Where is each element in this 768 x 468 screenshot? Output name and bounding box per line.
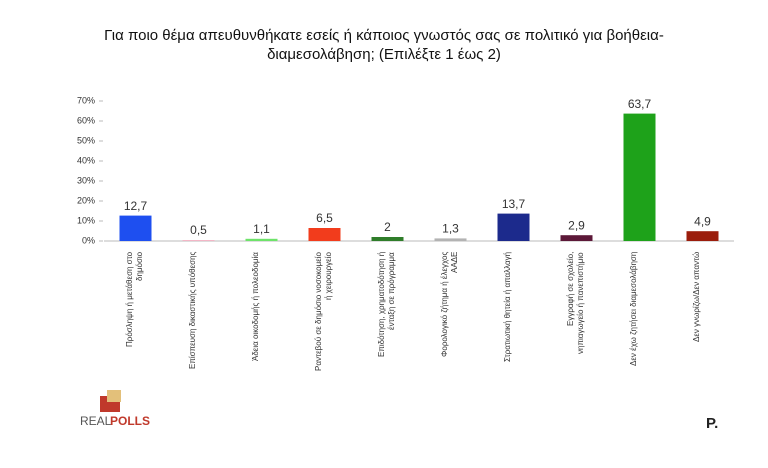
value-label: 63,7 [628, 97, 652, 111]
y-tick-label: 20% [77, 195, 95, 205]
x-tick-label: Εγγραφή σε σχολείο, νηπιαγωγείο ή πανεπι… [565, 252, 585, 354]
y-tick-label: 0% [82, 235, 95, 245]
bar [623, 113, 656, 241]
bar [182, 240, 215, 241]
x-tick-label: Πρόσληψη ή μετάθεση στο δημόσιο [124, 252, 144, 348]
bar [560, 235, 593, 241]
y-tick-label: 30% [77, 175, 95, 185]
y-tick-label: 60% [77, 115, 95, 125]
logo-text: P. [706, 415, 718, 432]
value-label: 2,9 [568, 218, 585, 232]
bar [308, 228, 341, 241]
value-label: 1,3 [442, 222, 459, 236]
x-tick-label: Δεν έχω ζητήσει διαμεσολάβηση [628, 252, 638, 367]
bar [245, 238, 278, 241]
value-label: 6,5 [316, 211, 333, 225]
value-label: 2 [384, 220, 391, 234]
bar [434, 238, 467, 241]
x-tick-label: Φορολογικό ζήτημα ή έλεγχος ΑΑΔΕ [439, 252, 459, 358]
bar [371, 237, 404, 241]
bar [497, 213, 530, 241]
value-label: 12,7 [124, 199, 148, 213]
x-tick-label: Επίσπευση δικαστικής υπόθεσης [187, 252, 197, 370]
value-label: 4,9 [694, 214, 711, 228]
y-tick-label: 40% [77, 155, 95, 165]
x-tick-label: Δεν γνωρίζω/Δεν απαντώ [691, 252, 701, 343]
logo-mark [107, 390, 121, 402]
x-tick-label: Ραντεβού σε δημόσιο νοσοκομείο ή χειρουρ… [313, 252, 333, 371]
value-label: 1,1 [253, 222, 270, 236]
value-label: 13,7 [502, 197, 526, 211]
value-label: 0,5 [190, 223, 207, 237]
bar [119, 215, 152, 241]
chart-title: Για ποιο θέμα απευθυνθήκατε εσείς ή κάπο… [104, 27, 664, 63]
x-tick-label: Επιδότηση, χρηματοδότηση ή ένταξη σε πρό… [376, 252, 396, 358]
logo-text: REAL [80, 414, 112, 428]
y-tick-label: 70% [77, 95, 95, 105]
bar [686, 231, 719, 241]
y-tick-label: 50% [77, 135, 95, 145]
logo-text: POLLS [110, 414, 150, 428]
x-tick-label: Άδεια οικοδομής ή πολεοδομία [250, 252, 260, 361]
x-tick-label: Στρατιωτική θητεία ή απαλλαγή [502, 252, 512, 363]
y-tick-label: 10% [77, 215, 95, 225]
